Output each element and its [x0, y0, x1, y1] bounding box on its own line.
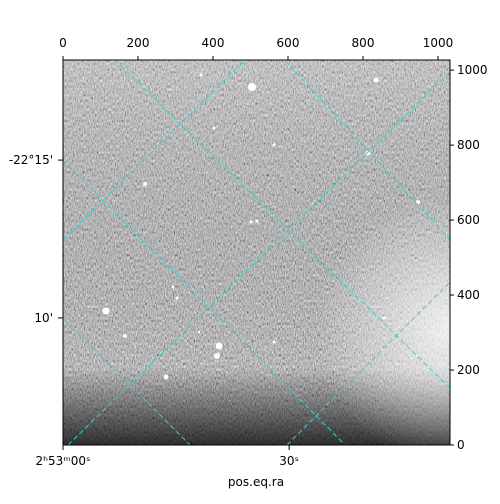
dec-tick-label: -22°15'	[9, 153, 53, 167]
ra-tick-label: 2ʰ53ᵐ00ˢ	[36, 454, 91, 468]
x-tick-label: 600	[277, 36, 300, 50]
x-tick-label: 0	[59, 36, 67, 50]
stars	[102, 73, 420, 380]
y-tick-label: 1000	[457, 63, 488, 77]
x-axis-label: pos.eq.ra	[228, 475, 284, 489]
y-tick-label: 400	[457, 288, 480, 302]
y-tick-label: 200	[457, 363, 480, 377]
dec-tick-label: 10'	[34, 311, 53, 325]
y-tick-label: 800	[457, 138, 480, 152]
x-tick-label: 800	[352, 36, 375, 50]
x-tick-label: 400	[202, 36, 225, 50]
x-tick-label: 1000	[423, 36, 454, 50]
ra-tick-label: 30ˢ	[279, 454, 299, 468]
image	[63, 60, 450, 445]
y-tick-label: 0	[457, 438, 465, 452]
y-tick-label: 600	[457, 213, 480, 227]
x-tick-label: 200	[127, 36, 150, 50]
frame	[62, 59, 451, 446]
coordinate-grid	[63, 60, 450, 445]
